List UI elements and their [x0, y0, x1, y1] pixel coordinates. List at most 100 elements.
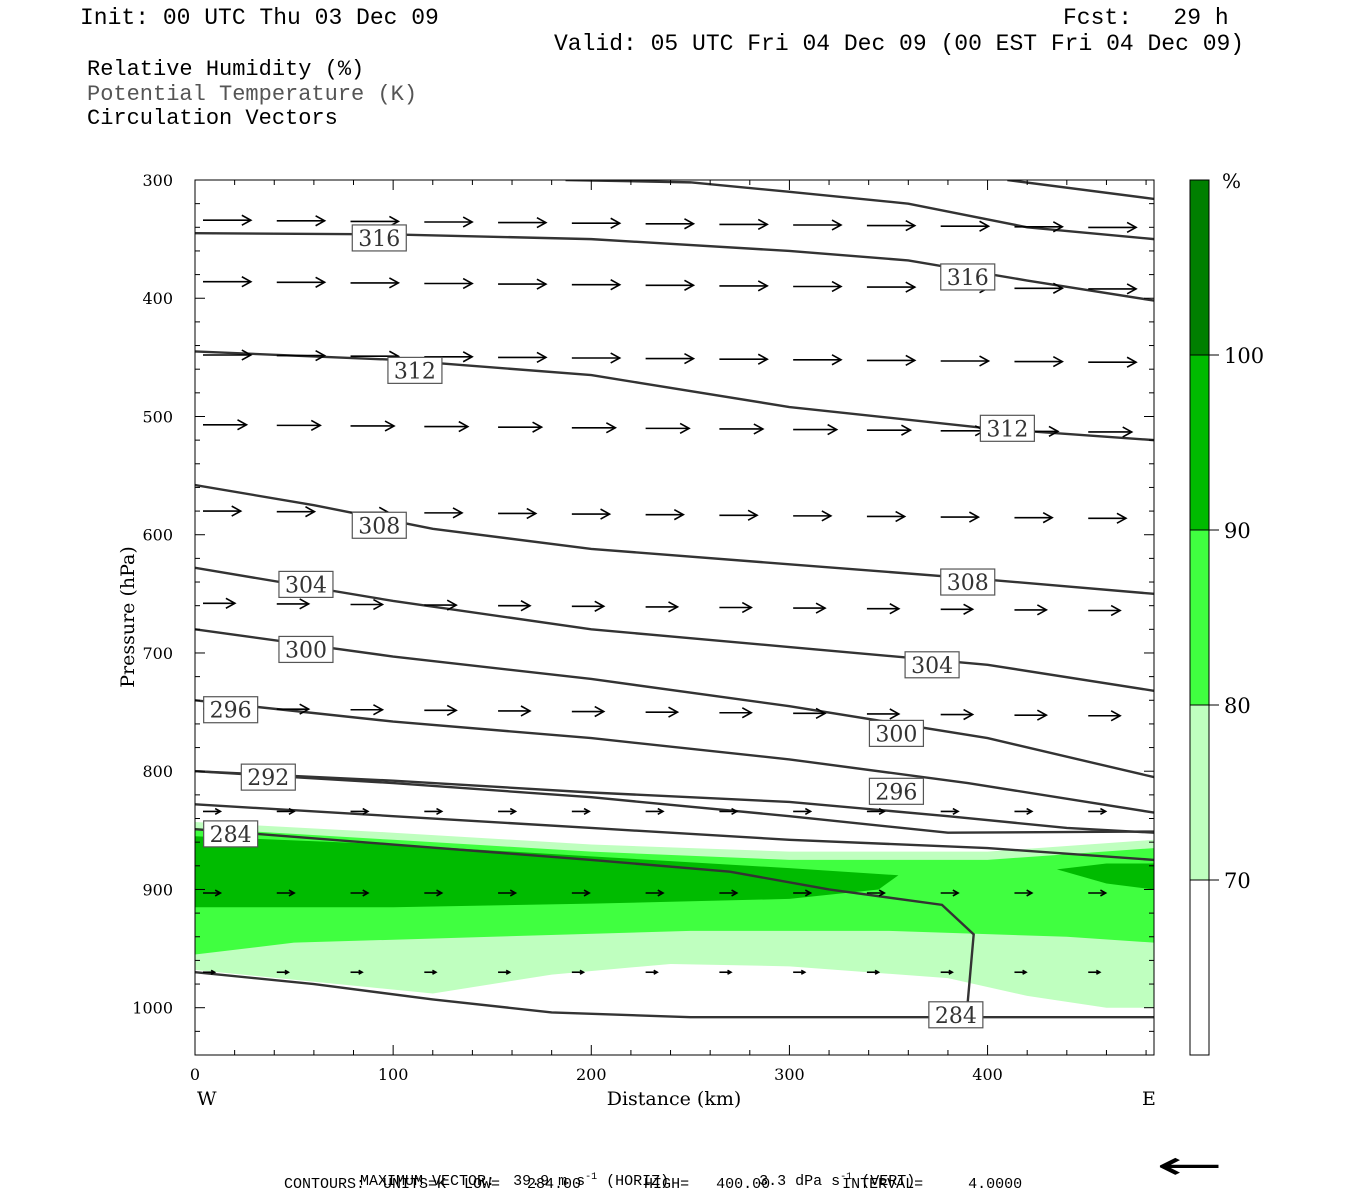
circulation-vector: [276, 889, 296, 897]
circulation-vector: [719, 707, 753, 719]
contour-label-304: 304: [904, 651, 960, 679]
theta-contour-308-8: [195, 483, 1154, 596]
circulation-vector: [424, 807, 444, 815]
circulation-vector: [866, 603, 901, 615]
circulation-vector: [571, 600, 606, 612]
init-time: Init: 00 UTC Thu 03 Dec 09: [80, 5, 439, 31]
contour-label-296: 296: [868, 777, 925, 805]
circulation-vector: [940, 889, 960, 897]
contour-label-296: 296: [203, 696, 259, 724]
circulation-vector: [1014, 512, 1054, 524]
circulation-vector: [350, 420, 396, 432]
circulation-vector: [940, 511, 981, 523]
max-vector-line: MAXIMUM VECTOR: 39.9 m s-1 (HORIZ) 3.3 d…: [342, 1158, 915, 1190]
legend-potential-temperature: Potential Temperature (K): [87, 82, 418, 107]
contour-label-304: 304: [278, 570, 334, 598]
circulation-vector: [719, 280, 769, 292]
circulation-vector: [1088, 889, 1108, 897]
circulation-vector: [498, 216, 548, 229]
circulation-vector: [498, 351, 548, 364]
y-tick-label: 900: [142, 880, 173, 899]
x-tick-label: 200: [576, 1065, 607, 1084]
circulation-vector: [571, 508, 612, 520]
contours-info: CONTOURS: UNITS=K LOW= 284.00 HIGH= 400.…: [284, 1176, 1023, 1193]
circulation-vector: [498, 421, 544, 433]
circulation-vector: [793, 889, 813, 897]
circulation-vector: [424, 969, 438, 975]
contour-label-text: 284: [210, 823, 252, 848]
circulation-vector: [1014, 221, 1064, 233]
contour-label-text: 292: [247, 766, 289, 791]
circulation-vector: [424, 216, 474, 228]
circulation-vector: [719, 423, 765, 435]
circulation-vector: [498, 507, 538, 520]
vector-layer: [203, 214, 1138, 975]
circulation-vector: [276, 969, 291, 975]
contour-label-text: 300: [875, 722, 917, 747]
y-axis: 300 400 500 600 700 800 900 1000: [132, 171, 1154, 1056]
circulation-vector: [350, 889, 370, 897]
contour-label-316: 316: [351, 224, 407, 252]
circulation-vector: [793, 707, 827, 719]
y-tick-label: 400: [142, 289, 173, 308]
theta-contour-unlabeled-12: [1007, 180, 1154, 201]
colorbar-label: 100: [1224, 344, 1264, 368]
legend-circulation-vectors: Circulation Vectors: [87, 106, 338, 131]
circulation-vector: [645, 352, 696, 365]
circulation-vector: [276, 215, 327, 227]
reference-vector-icon: ←: [1156, 1143, 1224, 1189]
horiz-label: (HORIZ): [606, 1173, 670, 1190]
circulation-vector: [940, 425, 986, 437]
circulation-vector: [276, 276, 327, 288]
colorbar-segment: [1189, 529, 1210, 706]
colorbar-segment: [1189, 879, 1210, 1056]
contour-label-text: 296: [210, 699, 252, 724]
circulation-vector: [424, 889, 444, 897]
circulation-vector: [793, 219, 843, 231]
circulation-vector: [571, 279, 622, 291]
x-axis: 0 100 200 300 400: [190, 180, 1147, 1084]
circulation-vector: [866, 708, 901, 720]
colorbar-segment: [1189, 354, 1210, 531]
circulation-vector: [498, 278, 548, 290]
circulation-vector: [424, 704, 458, 716]
circulation-vector: [203, 807, 223, 815]
circulation-vector: [424, 277, 474, 290]
circulation-vector: [203, 889, 223, 897]
circulation-vector: [350, 969, 364, 975]
circulation-vector: [498, 969, 512, 975]
contour-label-312: 312: [979, 414, 1035, 442]
circulation-vector: [1014, 709, 1049, 721]
circulation-vector: [866, 281, 917, 293]
circulation-vector: [940, 220, 991, 232]
forecast-hour: Fcst: 29 h: [1063, 5, 1229, 31]
circulation-vector: [1088, 512, 1128, 524]
circulation-vector: [645, 509, 685, 521]
circulation-vector: [350, 598, 385, 611]
contour-label-text: 312: [986, 417, 1028, 442]
x-tick-label: 0: [190, 1065, 200, 1084]
circulation-vector: [498, 807, 518, 815]
circulation-vector: [719, 218, 769, 231]
circulation-vector: [645, 422, 691, 435]
circulation-vector: [645, 969, 659, 975]
circulation-vector: [719, 807, 739, 815]
theta-contour-288-2: [195, 803, 1154, 862]
circulation-vector: [1088, 969, 1102, 975]
circulation-vector: [866, 510, 907, 523]
contour-label-text: 312: [394, 359, 436, 384]
colorbar-unit: %: [1222, 169, 1241, 193]
circulation-vector: [571, 889, 591, 897]
circulation-vector: [1014, 889, 1034, 897]
circulation-vector: [571, 217, 622, 229]
circulation-vector: [571, 422, 618, 434]
circulation-vector: [1088, 807, 1108, 815]
contour-label-text: 304: [911, 654, 953, 679]
circulation-vector: [793, 602, 827, 614]
circulation-vector: [1088, 426, 1134, 438]
circulation-vector: [1014, 969, 1028, 975]
circulation-vector: [203, 505, 243, 517]
x-axis-label: Distance (km): [607, 1088, 742, 1110]
max-vector-label: MAXIMUM VECTOR:: [360, 1173, 496, 1190]
valid-time: Valid: 05 UTC Fri 04 Dec 09 (00 EST Fri …: [554, 31, 1245, 57]
